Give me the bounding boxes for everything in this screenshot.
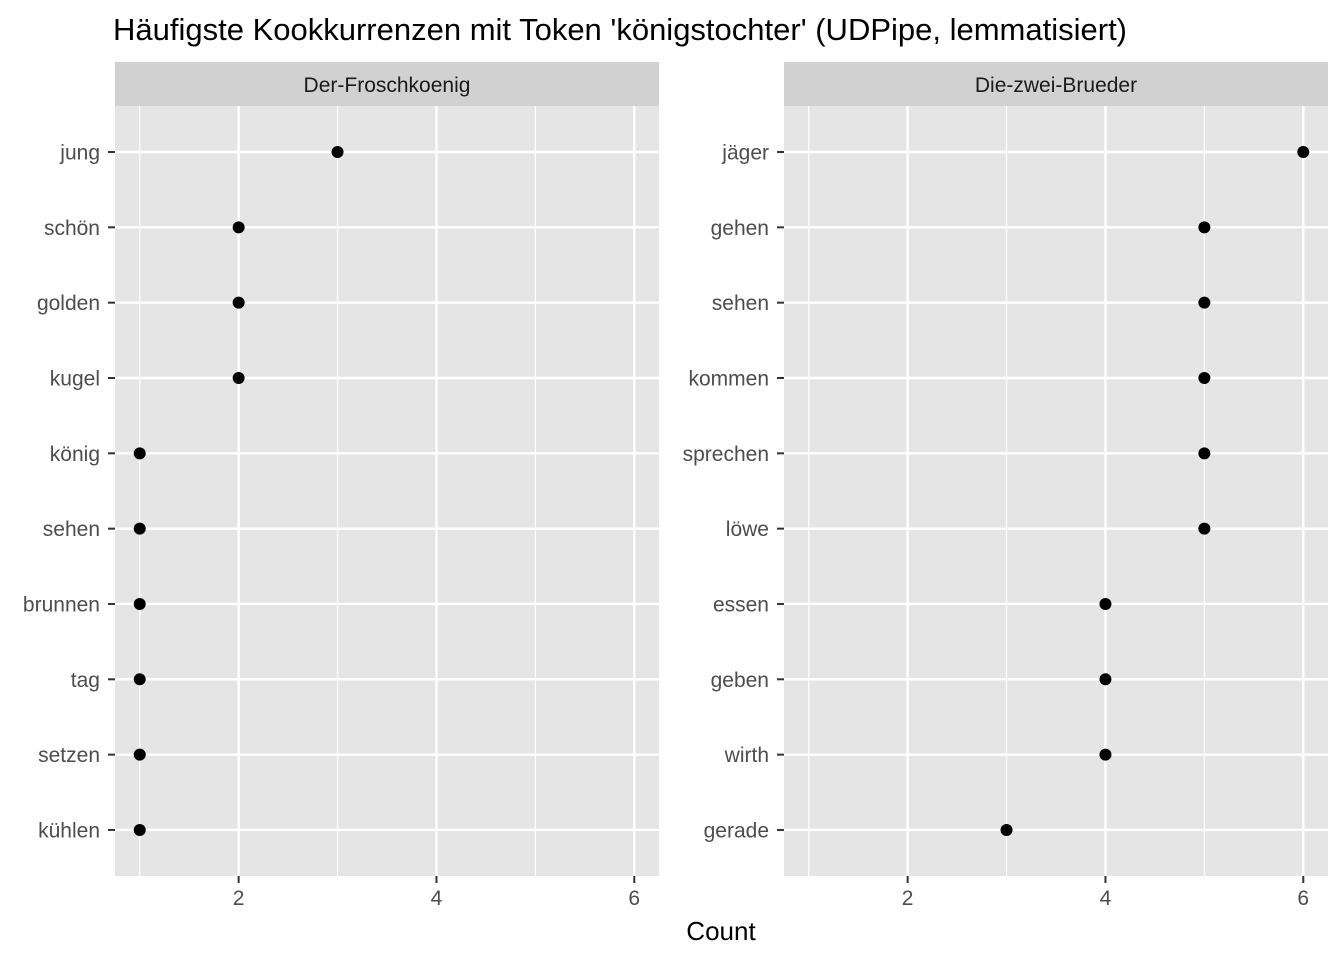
data-point — [1198, 371, 1211, 384]
data-point — [133, 748, 146, 761]
y-tick-label: geben — [711, 669, 769, 692]
x-tick-label: 4 — [431, 887, 443, 910]
y-tick-label: gehen — [711, 217, 769, 240]
x-tick-label: 2 — [902, 887, 914, 910]
y-tick-label: brunnen — [23, 593, 100, 616]
y-tick-label: essen — [713, 593, 769, 616]
data-point — [1099, 597, 1112, 610]
y-tick-label: löwe — [726, 518, 769, 541]
y-tick-label: sehen — [43, 518, 100, 541]
facet-panel-2: Die-zwei-Brueder jäger gehen sehen kommen spr… — [683, 62, 1328, 910]
x-axis-title: Count — [686, 916, 756, 946]
y-tick-label: kühlen — [38, 819, 100, 842]
y-tick-label: kugel — [50, 367, 100, 390]
data-point — [133, 597, 146, 610]
data-point — [133, 673, 146, 686]
x-tick-label: 6 — [1297, 887, 1309, 910]
data-point — [1198, 296, 1211, 309]
facet-panel-1: Der-Froschkoenig jung schön golden kugel köni… — [23, 62, 659, 910]
y-tick-label: schön — [44, 217, 100, 240]
data-point — [1198, 522, 1211, 535]
x-tick-label: 2 — [233, 887, 245, 910]
y-tick-label: tag — [71, 669, 100, 692]
facet-strip-label: Der-Froschkoenig — [304, 74, 471, 97]
panel-background — [115, 106, 659, 876]
y-tick-label: sehen — [712, 292, 769, 315]
y-tick-label: jäger — [721, 142, 769, 165]
y-tick-label: kommen — [688, 367, 769, 390]
y-tick-label: gerade — [704, 819, 769, 842]
y-tick-label: jung — [59, 142, 100, 165]
data-point — [1198, 221, 1211, 234]
facet-strip — [784, 62, 1328, 106]
y-tick-label: setzen — [38, 744, 100, 767]
x-tick-label: 6 — [628, 887, 640, 910]
y-tick-label: könig — [50, 443, 100, 466]
data-point — [1099, 748, 1112, 761]
data-point — [1099, 673, 1112, 686]
y-tick-label: sprechen — [683, 443, 769, 466]
data-point — [1198, 447, 1211, 460]
facet-strip — [115, 62, 659, 106]
data-point — [133, 522, 146, 535]
data-point — [1000, 823, 1013, 836]
facet-panels: Der-Froschkoenig jung schön golden kugel köni… — [23, 62, 1328, 910]
chart-title: Häufigste Kookkurrenzen mit Token 'könig… — [113, 12, 1127, 47]
panel-background — [784, 106, 1328, 876]
x-tick-label: 4 — [1100, 887, 1112, 910]
data-point — [232, 221, 245, 234]
data-point — [331, 146, 344, 158]
data-point — [133, 447, 146, 460]
data-point — [232, 371, 245, 384]
facet-strip-label: Die-zwei-Brueder — [975, 74, 1137, 97]
data-point — [1297, 146, 1310, 158]
y-tick-label: wirth — [724, 744, 769, 767]
data-point — [232, 296, 245, 309]
data-point — [133, 823, 146, 836]
y-tick-label: golden — [37, 292, 100, 315]
